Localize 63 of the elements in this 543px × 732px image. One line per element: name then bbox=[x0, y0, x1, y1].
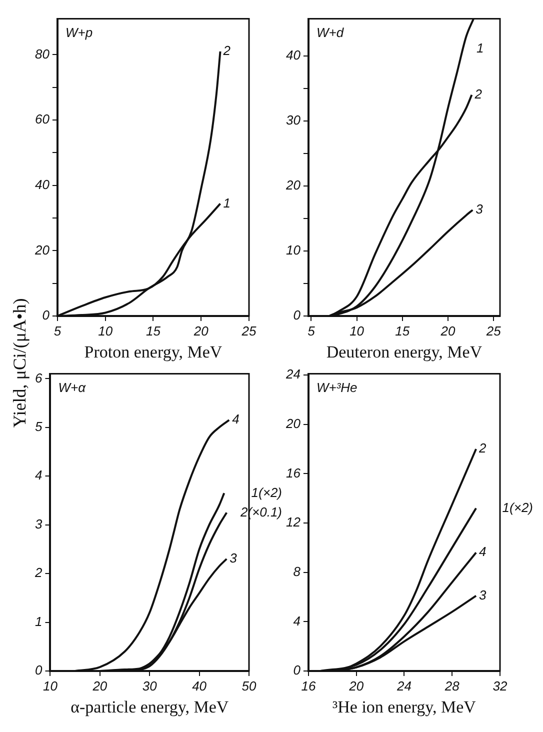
x-axis-title: Proton energy, MeV bbox=[84, 342, 223, 362]
y-tick-label: 4 bbox=[34, 468, 42, 483]
y-tick-label: 5 bbox=[34, 419, 43, 434]
x-tick-label: 5 bbox=[308, 323, 316, 338]
x-tick-label: 15 bbox=[395, 323, 410, 338]
y-tick-label: 20 bbox=[34, 242, 50, 258]
x-tick-label: 20 bbox=[92, 678, 108, 694]
y-tick-label: 16 bbox=[286, 465, 302, 480]
series-label: 3 bbox=[476, 202, 484, 217]
x-tick-label: 15 bbox=[146, 323, 162, 338]
y-axis-title: Yield, μCi/(μA•h) bbox=[10, 298, 30, 428]
x-tick-label: 28 bbox=[444, 678, 460, 694]
x-tick-label: 24 bbox=[396, 678, 412, 694]
text: W+p bbox=[65, 24, 93, 40]
text: 1(×2) bbox=[502, 500, 534, 515]
text: W+d bbox=[316, 24, 344, 40]
y-tick-label: 0 bbox=[293, 662, 302, 678]
y-tick-label: 20 bbox=[284, 416, 302, 431]
x-tick-label: 30 bbox=[142, 678, 158, 694]
x-tick-label: 20 bbox=[440, 323, 456, 338]
y-tick-label: 4 bbox=[293, 613, 300, 628]
y-tick-label: 0 bbox=[293, 308, 302, 323]
text: W+α bbox=[58, 380, 86, 395]
text: W+³He bbox=[316, 380, 358, 395]
series-label: 1 bbox=[223, 195, 231, 210]
y-tick-label: 24 bbox=[284, 366, 300, 382]
text: 1(×2) bbox=[251, 484, 282, 500]
y-tick-label: 20 bbox=[284, 178, 302, 193]
y-tick-label: 6 bbox=[34, 370, 43, 386]
series-label: 4 bbox=[232, 412, 240, 427]
y-tick-label: 40 bbox=[34, 176, 50, 192]
y-tick-label: 2 bbox=[34, 565, 43, 580]
x-axis-title: Deuteron energy, MeV bbox=[326, 342, 483, 362]
y-tick-label: 3 bbox=[34, 516, 43, 532]
series-label: 3 bbox=[230, 550, 238, 566]
x-tick-label: 25 bbox=[240, 323, 257, 338]
x-tick-label: 40 bbox=[192, 678, 208, 694]
series-label: 2 bbox=[474, 86, 483, 102]
x-tick-label: 5 bbox=[54, 323, 62, 338]
series-label: 4 bbox=[479, 544, 486, 560]
y-tick-label: 40 bbox=[286, 47, 302, 62]
y-tick-label: 80 bbox=[34, 46, 50, 62]
x-tick-label: 20 bbox=[192, 323, 210, 338]
y-tick-label: 0 bbox=[34, 662, 43, 678]
y-tick-label: 0 bbox=[42, 308, 50, 323]
y-tick-label: 30 bbox=[286, 112, 302, 128]
series-label: 1 bbox=[476, 40, 484, 56]
x-axis-title: ³He ion energy, MeV bbox=[332, 697, 477, 716]
series-label: 2 bbox=[478, 440, 488, 456]
series-label: 3 bbox=[479, 587, 488, 602]
y-tick-label: 1 bbox=[34, 614, 42, 629]
y-tick-label: 12 bbox=[286, 514, 302, 530]
series-label: 2 bbox=[222, 43, 232, 58]
x-axis-title: α-particle energy, MeV bbox=[70, 697, 230, 716]
y-tick-label: 10 bbox=[286, 242, 302, 258]
x-tick-label: 20 bbox=[348, 678, 364, 694]
y-tick-label: 8 bbox=[293, 564, 302, 579]
x-tick-label: 25 bbox=[485, 323, 502, 338]
x-tick-label: 10 bbox=[98, 323, 114, 338]
x-tick-label: 50 bbox=[242, 678, 257, 694]
y-tick-label: 60 bbox=[34, 112, 50, 127]
x-tick-label: 10 bbox=[350, 323, 365, 338]
x-tick-label: 32 bbox=[492, 678, 508, 694]
